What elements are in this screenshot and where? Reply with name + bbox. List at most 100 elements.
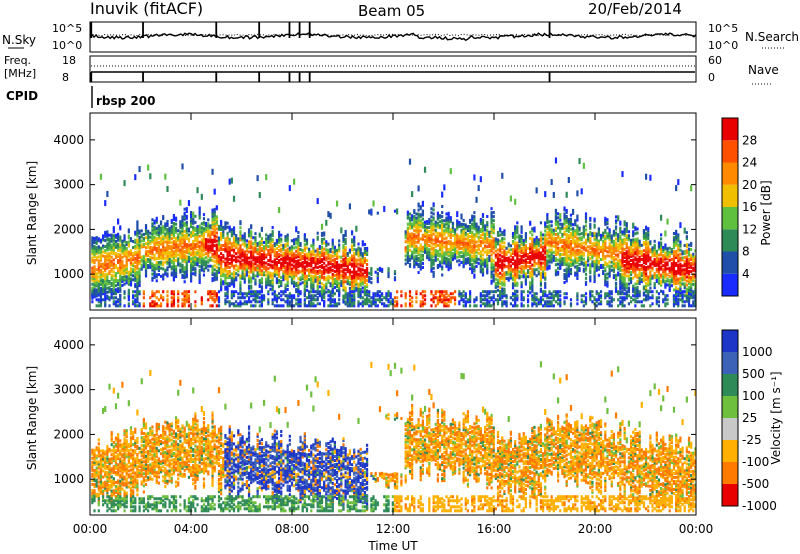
data-cell [320,282,324,286]
data-cell [181,223,184,227]
data-cell [443,304,446,308]
data-cell [539,245,543,249]
data-cell [202,239,206,243]
data-cell [207,268,210,272]
data-cell [290,255,294,259]
data-cell [484,264,487,268]
data-cell [211,273,214,277]
data-cell [501,289,504,293]
data-cell [363,281,367,285]
data-cell [235,258,238,262]
data-cell [544,277,547,281]
data-cell [101,234,105,238]
data-cell [258,284,261,288]
data-cell [421,247,424,251]
data-cell [443,300,446,304]
data-cell [277,252,281,256]
data-cell [112,300,115,304]
data-cell [368,290,371,294]
data-cell [344,264,347,268]
data-cell [245,253,248,257]
data-cell [516,261,519,265]
data-cell [342,264,345,268]
data-cell [114,245,118,249]
data-cell [183,276,186,280]
data-cell [477,235,480,239]
data-cell [200,258,203,262]
data-cell [267,263,270,267]
data-cell [350,294,354,298]
data-cell [430,247,433,251]
data-cell [202,259,206,263]
data-cell [114,253,118,257]
data-cell [183,241,186,245]
data-cell [91,296,94,300]
data-cell [149,304,152,308]
data-cell [138,249,141,253]
data-cell [312,256,315,260]
data-cell [522,298,525,302]
data-cell [329,304,332,308]
data-cell [125,249,128,253]
data-cell [144,272,148,276]
data-cell [132,258,135,262]
data-cell [297,283,300,287]
data-cell [434,296,437,300]
data-cell [123,234,126,238]
data-cell [310,282,313,286]
data-cell [149,247,152,251]
data-cell [471,258,474,262]
data-cell [550,248,553,252]
data-cell [550,296,553,300]
data-cell [228,302,231,306]
data-cell [101,270,105,274]
data-cell [258,256,261,260]
data-cell [114,278,118,282]
data-cell [353,274,356,278]
data-cell [168,259,171,263]
data-cell [99,276,103,280]
data-cell [505,250,508,254]
data-cell [232,195,236,202]
data-cell [406,250,409,254]
data-cell [235,244,238,248]
data-cell [344,258,347,262]
data-cell [466,261,470,265]
data-cell [548,244,551,248]
data-cell [215,269,218,273]
data-cell [209,292,212,296]
data-cell [496,282,500,286]
data-cell [488,296,491,300]
data-cell [230,282,233,286]
data-cell [305,296,309,300]
data-cell [475,256,478,260]
data-cell [121,279,124,283]
data-cell [303,302,306,306]
data-cell [320,276,324,280]
data-cell [284,283,287,287]
data-cell [271,292,274,296]
data-cell [187,255,191,259]
data-cell [129,259,133,263]
data-cell [329,284,332,288]
data-cell [514,294,517,298]
data-cell [170,304,173,308]
data-cell [477,261,480,265]
data-cell [516,273,519,277]
data-cell [469,261,472,265]
data-cell [243,238,246,242]
data-cell [346,282,349,286]
data-cell [224,294,227,298]
data-cell [419,245,422,249]
data-cell [342,280,345,284]
data-cell [316,235,319,239]
data-cell [192,227,195,231]
data-cell [361,282,364,286]
data-cell [168,246,171,250]
data-cell [535,302,538,306]
data-cell [413,259,416,263]
data-cell [499,277,502,281]
data-cell [310,296,313,300]
nsky-label: N.Sky [2,33,36,47]
data-cell [363,302,367,306]
